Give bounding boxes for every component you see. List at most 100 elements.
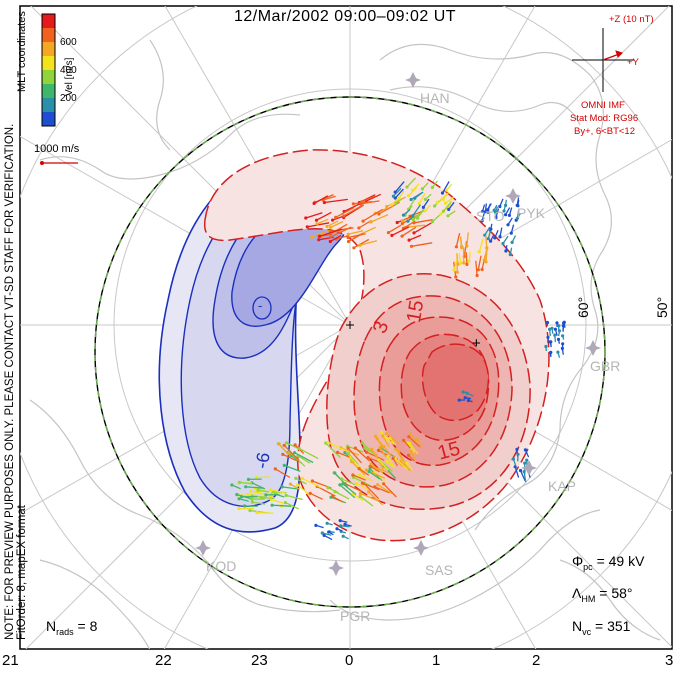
velocity-vector: [516, 209, 520, 219]
velocity-vector: [502, 235, 509, 244]
velocity-vector: [256, 511, 274, 514]
mlt-tick-2: 2: [532, 652, 541, 669]
velocity-vector: [436, 193, 448, 203]
imf-z-label: +Z (10 nT): [609, 14, 654, 25]
velocity-vector: [348, 233, 363, 243]
velocity-vector: [339, 484, 356, 499]
mlt-tick-1: 1: [432, 652, 441, 669]
velocity-vector: [316, 485, 336, 497]
velocity-vector: [348, 230, 364, 235]
mlt-tick-23: 23: [251, 652, 268, 669]
velocity-vector: [322, 195, 336, 201]
legend-tick-200: 200: [60, 93, 77, 104]
velocity-vector: [270, 489, 285, 494]
velocity-vector: [329, 234, 342, 243]
velocity-vector: [342, 483, 357, 496]
velocity-vector: [442, 201, 452, 212]
velocity-vectors: [230, 177, 566, 541]
velocity-vector: [329, 531, 335, 533]
legend-tick-600: 600: [60, 37, 77, 48]
velocity-vector: [282, 453, 298, 462]
color-bar-segment: [42, 42, 55, 57]
velocity-vector: [365, 193, 382, 202]
color-bar-segment: [42, 70, 55, 85]
velocity-vector: [394, 181, 405, 193]
velocity-vector: [421, 182, 429, 190]
velocity-vector: [465, 252, 468, 265]
velocity-vector: [251, 482, 266, 490]
velocity-vector: [272, 504, 292, 507]
velocity-vector: [358, 468, 370, 476]
velocity-vector: [290, 483, 301, 491]
velocity-vector: [418, 193, 426, 204]
velocity-vector: [359, 474, 373, 482]
velocity-vector: [392, 458, 399, 467]
velocity-vector: [319, 228, 343, 237]
velocity-vector: [410, 451, 416, 460]
legend-tick-400: 400: [60, 65, 77, 76]
velocity-vector: [349, 456, 365, 472]
velocity-vector: [344, 483, 363, 493]
velocity-vector: [413, 219, 433, 224]
velocity-vector: [400, 461, 411, 472]
contour-label-min: -: [258, 298, 263, 313]
velocity-vector: [403, 209, 411, 216]
velocity-vector: [459, 236, 463, 248]
velocity-vector: [360, 492, 379, 502]
vector-origin: [244, 485, 248, 489]
velocity-vector: [231, 484, 241, 490]
velocity-vector: [285, 494, 303, 501]
velocity-vector: [561, 335, 565, 340]
velocity-vector: [468, 399, 473, 403]
velocity-legend-title: Vel [m/s]: [64, 57, 75, 96]
velocity-vector: [352, 493, 364, 502]
velocity-vector: [505, 207, 511, 216]
velocity-vector: [359, 495, 374, 507]
velocity-vector: [432, 214, 441, 223]
velocity-vector: [238, 498, 249, 502]
velocity-vector: [316, 218, 329, 225]
pole-marker: [346, 321, 354, 329]
velocity-vector: [327, 441, 347, 452]
mlt-tick-21: 21: [2, 652, 19, 669]
velocity-vector: [252, 501, 266, 505]
velocity-vector: [370, 463, 384, 474]
velocity-vector: [408, 454, 415, 462]
velocity-vector: [494, 206, 499, 213]
velocity-vector: [295, 477, 307, 485]
velocity-vector: [412, 204, 421, 216]
velocity-vector: [495, 208, 500, 218]
velocity-vector: [394, 188, 404, 199]
velocity-vector: [510, 224, 515, 234]
velocity-vector: [481, 204, 486, 212]
velocity-vector: [371, 448, 378, 457]
contour-label-neg6: -6: [251, 450, 274, 471]
velocity-vector: [484, 226, 491, 236]
velocity-vector: [294, 452, 314, 464]
contour-label-max: +: [472, 335, 481, 352]
velocity-vector: [424, 204, 432, 212]
velocity-vector: [353, 238, 370, 249]
velocity-vector: [379, 446, 387, 458]
velocity-vector: [483, 248, 488, 261]
velocity-vector: [485, 235, 488, 249]
velocity-vector: [412, 210, 424, 221]
vector-origin: [255, 510, 259, 515]
velocity-vector: [409, 443, 419, 455]
velocity-vector: [385, 432, 400, 445]
velocity-vector: [364, 447, 376, 455]
velocity-vector: [407, 442, 415, 454]
velocity-vector: [468, 252, 471, 262]
velocity-vector: [326, 522, 333, 526]
coastlines: [29, 39, 661, 649]
velocity-vector: [446, 183, 453, 191]
station-kap: KAP: [548, 478, 577, 494]
station-kod: KOD: [206, 558, 237, 574]
velocity-vector: [391, 226, 410, 236]
imf-source-label: OMNI IMF: [581, 100, 625, 111]
velocity-vector: [389, 437, 397, 446]
cross-polar-potential: Φpc = 49 kV: [572, 553, 645, 572]
velocity-vector: [398, 450, 407, 466]
imf-clock-dial: [572, 28, 634, 92]
velocity-vector: [302, 477, 322, 489]
